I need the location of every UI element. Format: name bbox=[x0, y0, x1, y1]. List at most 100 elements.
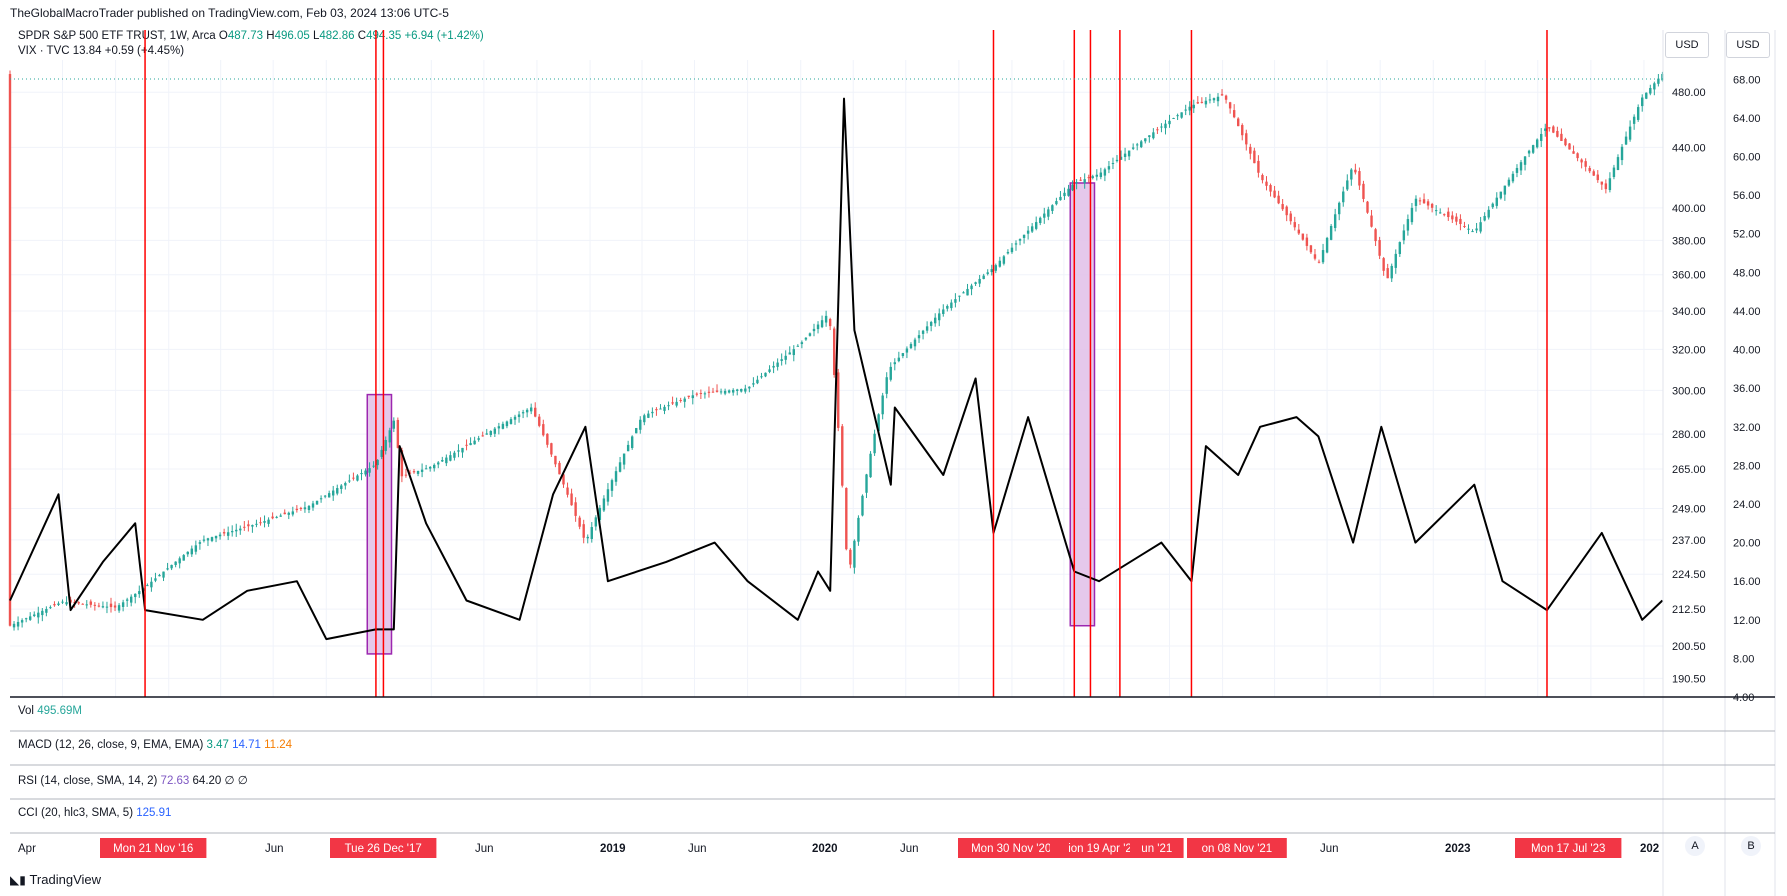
candle-body bbox=[267, 519, 270, 524]
candle-body bbox=[820, 320, 824, 328]
candle-body bbox=[655, 409, 658, 411]
candle-body bbox=[917, 335, 921, 339]
marker-date-label: Mon 30 Nov '20 bbox=[971, 843, 1051, 855]
candle-body bbox=[542, 424, 545, 436]
candle-body bbox=[445, 457, 448, 464]
tradingview-footer[interactable]: ◣▮ TradingView bbox=[10, 872, 101, 887]
spy-legend[interactable]: SPDR S&P 500 ETF TRUST, 1W, Arca O487.73… bbox=[18, 30, 484, 42]
candle-body bbox=[1152, 132, 1155, 139]
candle-body bbox=[372, 465, 375, 467]
candle-body bbox=[275, 516, 278, 518]
candle-body bbox=[1576, 153, 1579, 159]
candle-body bbox=[1010, 247, 1014, 253]
candle-body bbox=[1237, 118, 1240, 127]
spy-high-label: H bbox=[266, 30, 275, 42]
right-tick-label: 48.00 bbox=[1733, 267, 1761, 279]
macd-pane-legend[interactable]: MACD (12, 26, close, 9, EMA, EMA) 3.47 1… bbox=[18, 739, 292, 751]
candle-body bbox=[610, 480, 614, 491]
left-axis-ticks: 190.50 200.50 212.50 224.50 237.00 249.00 265.… bbox=[1672, 87, 1706, 685]
candle-body bbox=[235, 529, 238, 532]
candle-body bbox=[1131, 147, 1135, 149]
candle-body bbox=[534, 407, 537, 417]
right-tick-label: 16.00 bbox=[1733, 576, 1761, 588]
candle-body bbox=[247, 524, 250, 527]
marker-label-bg bbox=[100, 838, 207, 858]
candle-body bbox=[509, 419, 513, 424]
candle-body bbox=[1443, 214, 1446, 216]
tradingview-brand: TradingView bbox=[29, 872, 102, 887]
left-tick-label: 224.50 bbox=[1672, 569, 1706, 581]
right-tick-label: 64.00 bbox=[1733, 113, 1761, 125]
candle-body bbox=[816, 324, 820, 330]
auto-scale-button[interactable]: A bbox=[1685, 836, 1705, 856]
candle-body bbox=[481, 435, 484, 437]
candle-body bbox=[622, 453, 626, 465]
candle-body bbox=[251, 525, 254, 527]
left-scale-currency-button[interactable]: USD bbox=[1665, 32, 1709, 58]
candle-body bbox=[231, 531, 234, 533]
marker-date-label: Mon 17 Jul '23 bbox=[1531, 843, 1605, 855]
candle-body bbox=[1657, 78, 1660, 84]
candle-body bbox=[1495, 197, 1498, 206]
candle-body bbox=[1079, 179, 1082, 181]
candle-body bbox=[525, 409, 529, 413]
b-scale-button[interactable]: B bbox=[1741, 836, 1761, 856]
candle-body bbox=[1285, 206, 1288, 216]
candle-body bbox=[647, 413, 650, 418]
right-scale-currency-button[interactable]: USD bbox=[1726, 32, 1770, 58]
candle-body bbox=[582, 524, 585, 538]
rsi-pane-legend[interactable]: RSI (14, close, SMA, 14, 2) 72.63 64.20 … bbox=[18, 773, 248, 787]
candle-body bbox=[198, 542, 202, 544]
candle-body bbox=[1030, 226, 1034, 232]
candle-body bbox=[1616, 157, 1620, 171]
macd-label: MACD (12, 26, close, 9, EMA, EMA) bbox=[18, 739, 204, 751]
candle-body bbox=[1293, 222, 1296, 228]
candle-body bbox=[1354, 169, 1357, 173]
candle-body bbox=[736, 389, 739, 391]
candle-body bbox=[255, 523, 258, 525]
candle-body bbox=[586, 536, 589, 539]
candle-body bbox=[1661, 73, 1664, 81]
candle-body bbox=[1063, 192, 1066, 197]
cci-value: 125.91 bbox=[136, 807, 172, 819]
candle-body bbox=[352, 477, 355, 479]
candle-body bbox=[578, 517, 581, 527]
left-tick-label: 480.00 bbox=[1672, 87, 1706, 99]
candle-body bbox=[327, 493, 331, 498]
candle-body bbox=[897, 357, 901, 362]
candle-body bbox=[1362, 183, 1365, 199]
candle-body bbox=[1309, 245, 1313, 253]
candle-body bbox=[65, 602, 68, 605]
candle-body bbox=[348, 480, 351, 482]
candle-body bbox=[1338, 202, 1341, 215]
time-axis-labels: Apr Mon 21 Nov '16 Jun Tue 26 Dec '17 Jun 201… bbox=[18, 838, 1659, 858]
cci-pane-legend[interactable]: CCI (20, hlc3, SMA, 5) 125.91 bbox=[18, 807, 171, 819]
candle-body bbox=[792, 349, 795, 356]
vol-pane-legend[interactable]: Vol 495.69M bbox=[18, 705, 82, 717]
candle-body bbox=[554, 455, 557, 465]
marker-label-bg bbox=[1130, 838, 1184, 858]
candle-body bbox=[1511, 173, 1515, 182]
candle-body bbox=[1641, 97, 1644, 107]
candle-body bbox=[707, 391, 711, 393]
candle-body bbox=[416, 470, 420, 474]
candle-body bbox=[574, 502, 577, 516]
candle-body bbox=[1301, 233, 1305, 240]
marker-label-bg bbox=[958, 838, 1065, 858]
candle-body bbox=[1548, 127, 1551, 129]
candle-body bbox=[1241, 125, 1244, 136]
candle-body bbox=[1390, 265, 1393, 279]
candle-body bbox=[800, 342, 804, 345]
candle-body bbox=[841, 426, 844, 486]
candle-body bbox=[651, 411, 654, 414]
candle-body bbox=[687, 395, 690, 397]
candle-body bbox=[138, 591, 141, 595]
candle-body bbox=[1366, 201, 1369, 213]
candle-body bbox=[109, 603, 113, 608]
candle-body bbox=[218, 534, 222, 537]
right-tick-label: 24.00 bbox=[1733, 499, 1761, 511]
candle-body bbox=[408, 472, 412, 474]
candle-body bbox=[748, 386, 751, 389]
candle-body bbox=[1531, 145, 1535, 153]
